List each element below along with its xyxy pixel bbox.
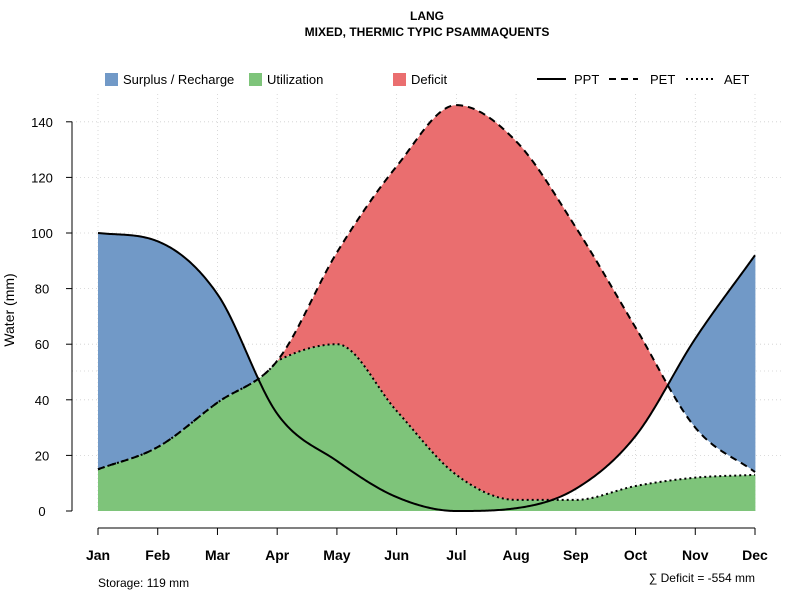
y-axis-label: Water (mm) [1, 273, 17, 346]
chart-title: LANG [410, 9, 444, 23]
chart-subtitle: MIXED, THERMIC TYPIC PSAMMAQUENTS [305, 25, 550, 39]
y-tick-label: 140 [31, 115, 53, 130]
y-tick-label: 0 [38, 504, 45, 519]
y-tick-label: 80 [35, 282, 49, 297]
x-tick-label: Dec [742, 547, 768, 563]
legend-swatch-surplus [105, 73, 118, 86]
storage-note: Storage: 119 mm [98, 576, 189, 590]
x-tick-label: Nov [682, 547, 709, 563]
y-tick-label: 120 [31, 170, 53, 185]
x-tick-label: Oct [624, 547, 648, 563]
x-tick-label: Feb [145, 547, 170, 563]
y-tick-label: 100 [31, 226, 53, 241]
area-deficit [277, 105, 669, 500]
legend-label-pet: PET [650, 72, 675, 87]
legend-swatch-deficit [393, 73, 406, 86]
series-line-ppt [97, 232, 756, 512]
legend-label-deficit: Deficit [411, 72, 448, 87]
x-tick-label: Apr [265, 547, 290, 563]
area-fills [98, 105, 756, 511]
legend: Surplus / Recharge Utilization Deficit P… [105, 72, 749, 87]
series-line-aet [97, 343, 756, 501]
area-surplus-recharge [98, 233, 756, 473]
area-utilization [257, 344, 554, 511]
area-base [98, 379, 756, 511]
y-tick-label: 60 [35, 337, 49, 352]
x-tick-label: Jan [86, 547, 110, 563]
axes: 0 20 40 60 80 100 120 140 Jan Feb Mar Apr May Jun Jul A… [31, 115, 768, 563]
legend-label-aet: AET [724, 72, 749, 87]
y-tick-label: 20 [35, 448, 49, 463]
x-tick-label: May [323, 547, 350, 563]
deficit-note: ∑ Deficit = -554 mm [649, 571, 755, 585]
x-tick-label: Mar [205, 547, 230, 563]
x-tick-label: Sep [563, 547, 589, 563]
x-tick-label: Jun [384, 547, 409, 563]
legend-label-ppt: PPT [574, 72, 599, 87]
series-lines [97, 104, 756, 512]
y-tick-label: 40 [35, 393, 49, 408]
x-tick-label: Aug [502, 547, 529, 563]
legend-label-utilization: Utilization [267, 72, 323, 87]
legend-swatch-utilization [249, 73, 262, 86]
legend-label-surplus: Surplus / Recharge [123, 72, 234, 87]
x-tick-label: Jul [446, 547, 466, 563]
